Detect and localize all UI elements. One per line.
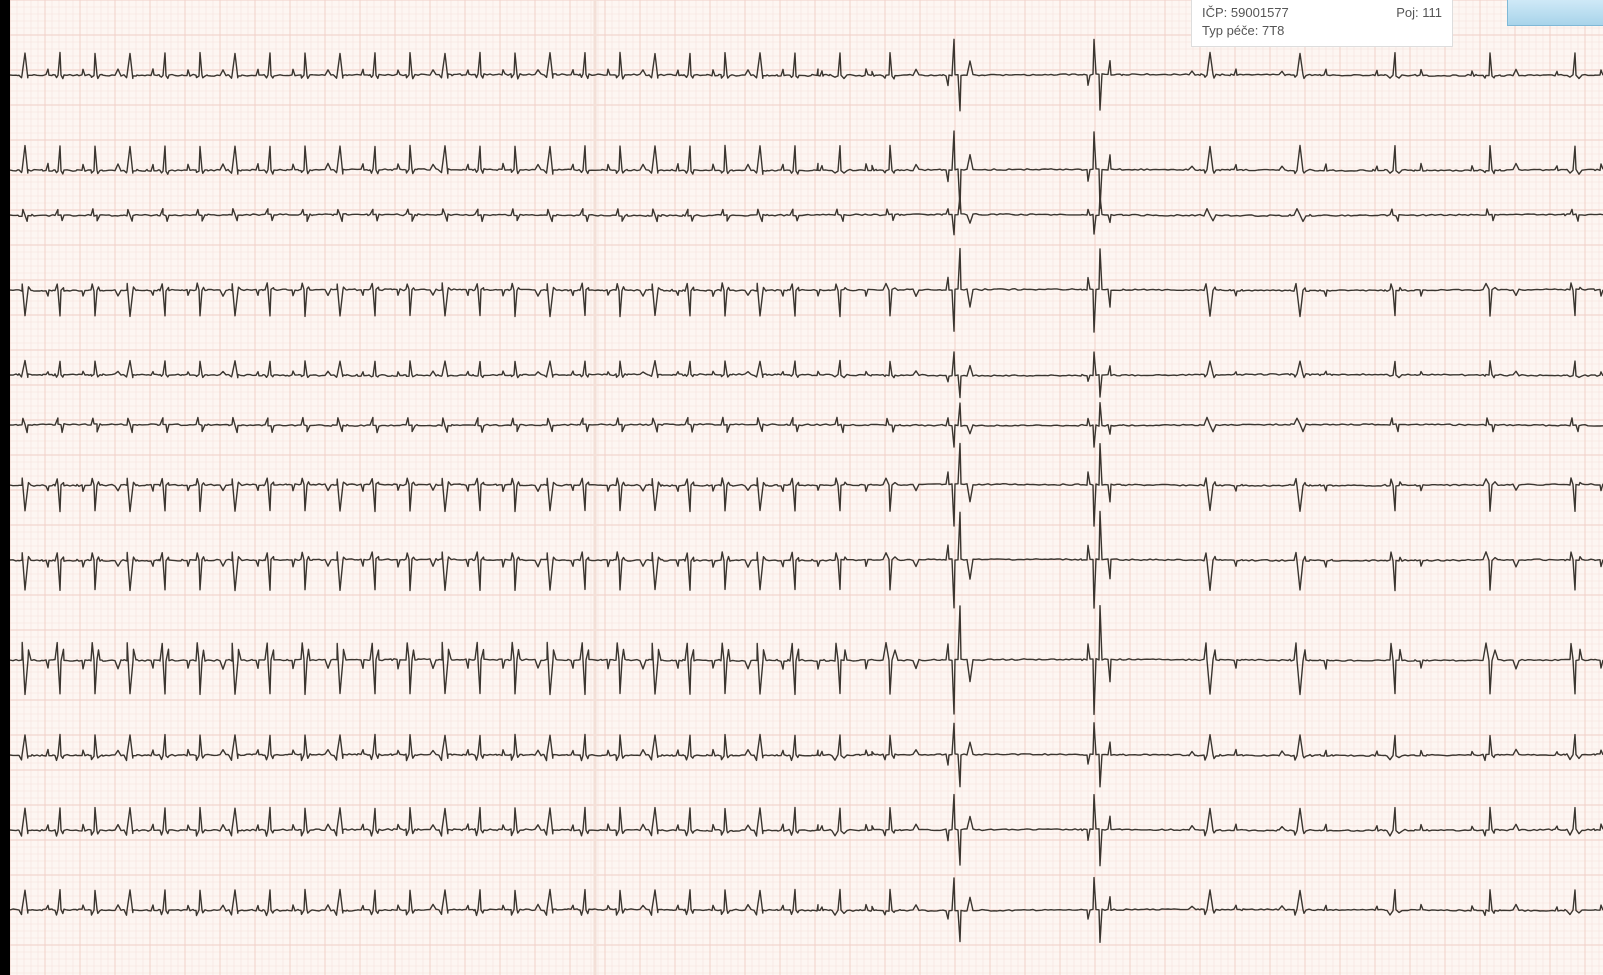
ecg-lead-V5 — [10, 795, 1603, 866]
info-label: Typ péče: — [1202, 23, 1258, 38]
ecg-traces — [10, 0, 1603, 975]
ecg-lead-V4 — [10, 723, 1603, 787]
info-label: IČP: — [1202, 5, 1227, 20]
ecg-lead-V3 — [10, 606, 1603, 715]
ecg-lead-aVR — [10, 249, 1603, 333]
info-value: 7T8 — [1262, 23, 1284, 38]
patient-info-box: IČP: 59001577 Poj: 111 Typ péče: 7T8 — [1191, 0, 1453, 47]
info-value: 111 — [1422, 5, 1442, 20]
ecg-lead-III — [10, 196, 1603, 235]
info-row: IČP: 59001577 Poj: 111 — [1202, 4, 1442, 22]
ecg-lead-aVF — [10, 403, 1603, 447]
ecg-lead-I — [10, 39, 1603, 111]
ecg-lead-aVL — [10, 352, 1603, 398]
ecg-lead-V1 — [10, 443, 1603, 526]
info-value: 59001577 — [1231, 5, 1289, 20]
info-label: Poj: — [1396, 5, 1418, 20]
ecg-lead-V6 — [10, 878, 1603, 943]
info-row: Typ péče: 7T8 — [1202, 22, 1442, 40]
ecg-viewer: IČP: 59001577 Poj: 111 Typ péče: 7T8 — [0, 0, 1603, 975]
ecg-lead-II — [10, 131, 1603, 209]
ecg-lead-V2 — [10, 511, 1603, 608]
toolbar-button[interactable] — [1507, 0, 1603, 26]
ecg-paper — [10, 0, 1603, 975]
